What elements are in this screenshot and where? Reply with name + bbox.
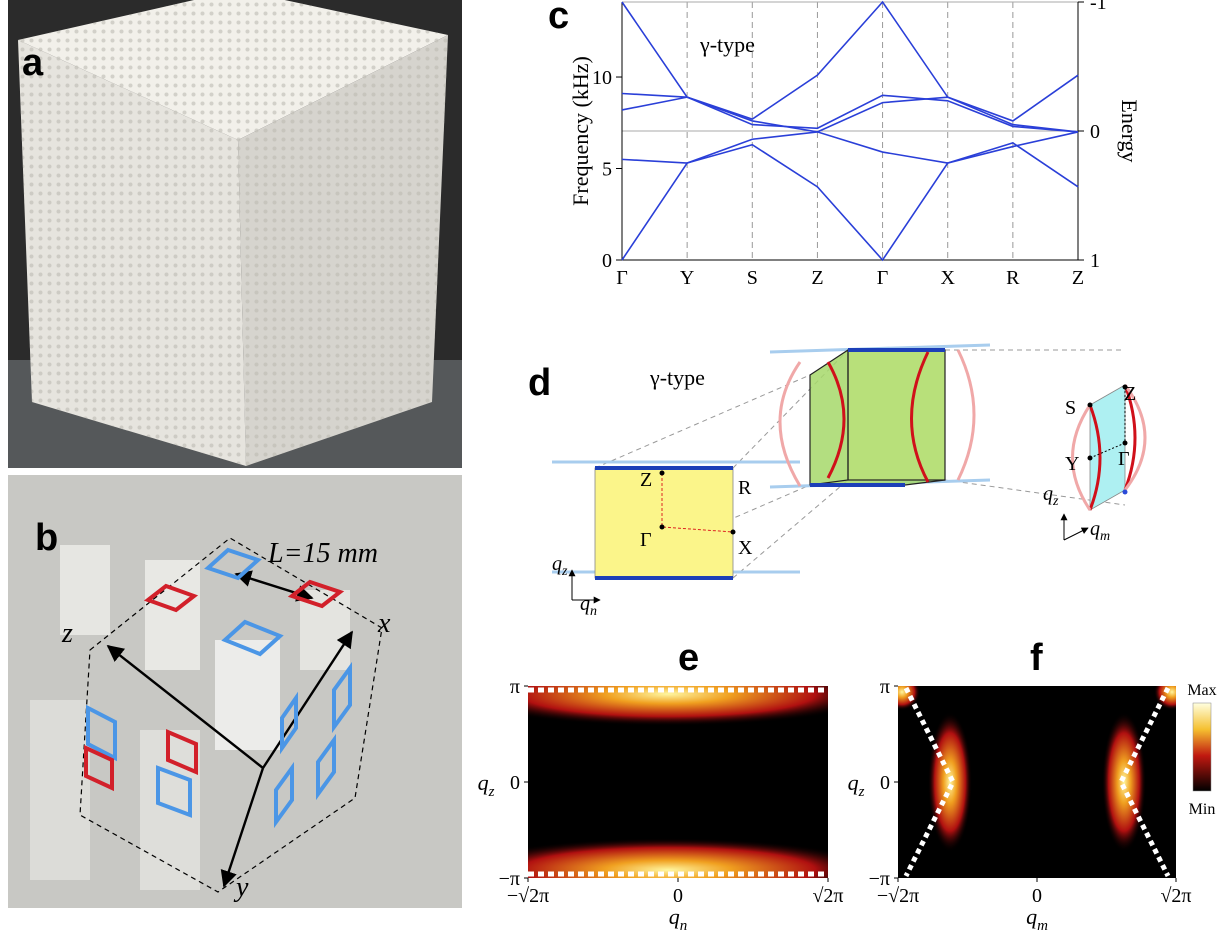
axis-symbol: q — [552, 553, 562, 575]
axis-subscript: z — [561, 564, 568, 579]
axis-label: qz — [478, 770, 495, 800]
point-label: X — [738, 537, 753, 559]
axis-label: qz — [1043, 483, 1059, 509]
diagram-title: γ-type — [649, 365, 705, 390]
x-tick-label: S — [747, 267, 758, 289]
band-line — [622, 132, 1078, 163]
heatmap-image — [884, 674, 1190, 878]
diagram-d-circle — [660, 525, 665, 530]
diagram-d-circle — [731, 530, 736, 535]
y-tick-label: 5 — [602, 159, 612, 181]
axis-symbol: q — [580, 593, 590, 615]
diagram-d-line — [1064, 528, 1088, 540]
axis-label: x — [377, 608, 391, 639]
diagram-d: d γ-type Z R Γ X qz qn S Z Y Γ qz qm — [528, 345, 1145, 619]
point-label: S — [1065, 397, 1076, 419]
figure: a b L=15 mm z x y d γ-type — [0, 0, 1220, 936]
axis-subscript: n — [590, 604, 597, 619]
diagram-d-rect — [848, 350, 945, 480]
axis-subscript: z — [1052, 494, 1059, 509]
x-tick-label: R — [1006, 267, 1020, 289]
diagram-d-circle — [1123, 490, 1128, 495]
y2-tick-label: 1 — [1090, 250, 1100, 272]
colorbar — [1193, 703, 1211, 791]
axis-label: qz — [848, 770, 865, 800]
heatmap-glow — [928, 712, 972, 852]
y-tick-label: −π — [869, 868, 890, 890]
diagram-d-rect — [595, 468, 733, 578]
axis-symbol: q — [669, 904, 680, 929]
annotation: γ-type — [699, 32, 755, 57]
y-tick-label: π — [880, 676, 890, 698]
panel-label: d — [528, 362, 551, 404]
photo-b-rect — [145, 560, 200, 670]
y-tick-label: π — [510, 676, 520, 698]
heatmap-glow — [458, 662, 878, 726]
band-line — [622, 93, 1078, 131]
panel-label: b — [35, 517, 58, 559]
axis-label: y — [233, 872, 249, 903]
axis-subscript: z — [488, 784, 495, 800]
panel-label: a — [22, 42, 44, 84]
y-tick-label: 10 — [592, 67, 612, 89]
y-tick-label: −π — [499, 868, 520, 890]
axis-subscript: m — [1037, 918, 1048, 934]
x-tick-label: Z — [1072, 267, 1084, 289]
axis-symbol: q — [478, 770, 489, 795]
axis-subscript: z — [858, 784, 865, 800]
axis-symbol: q — [1090, 518, 1100, 540]
y2-axis-label: Energy — [1117, 99, 1142, 162]
axis-label: qn — [669, 904, 688, 934]
diagram-d-circle — [660, 471, 665, 476]
panel-label: e — [678, 637, 699, 679]
axis-symbol: q — [1026, 904, 1037, 929]
x-tick-label: X — [940, 267, 955, 289]
diagram-d-circle — [1123, 441, 1128, 446]
x-tick-label: √2π — [1160, 885, 1191, 907]
diagram-d-circle — [1088, 403, 1093, 408]
colorbar-label: Min — [1189, 801, 1216, 818]
axis-symbol: q — [1043, 483, 1053, 505]
heatmap-glow — [1102, 712, 1146, 852]
axis-label: qz — [552, 553, 568, 579]
dimension-label: L=15 mm — [267, 538, 378, 569]
x-tick-label: Z — [811, 267, 823, 289]
point-label: R — [738, 477, 752, 499]
axis-label: qn — [580, 593, 597, 619]
y2-tick-label: 0 — [1090, 121, 1100, 143]
panel-label: c — [548, 0, 569, 37]
x-tick-label: √2π — [812, 885, 843, 907]
axis-subscript: m — [1100, 529, 1110, 544]
panel-label: f — [1030, 637, 1043, 679]
axis-label: z — [61, 618, 73, 649]
band-line — [622, 143, 1078, 260]
x-tick-label: Y — [680, 267, 694, 289]
x-tick-label: Γ — [877, 267, 889, 289]
point-label: Γ — [1118, 448, 1130, 470]
diagram-d-path — [958, 350, 974, 480]
y-tick-label: 0 — [510, 772, 520, 794]
page: a b L=15 mm z x y d γ-type — [0, 0, 1220, 936]
y-axis-label: Frequency (kHz) — [568, 56, 593, 206]
colorbar-label: Max — [1187, 682, 1216, 699]
band-line — [622, 97, 1078, 132]
photo-b-rect — [215, 640, 280, 750]
band-line — [622, 2, 1078, 121]
photo-b: b L=15 mm z x y — [8, 475, 462, 908]
point-label: Y — [1065, 453, 1079, 475]
point-label: Z — [1124, 383, 1136, 405]
axis-label: qm — [1090, 518, 1110, 544]
point-label: Γ — [640, 529, 652, 551]
photo-a: a — [8, 0, 462, 468]
y-tick-label: 0 — [880, 772, 890, 794]
axis-symbol: q — [848, 770, 859, 795]
diagram-d-circle — [1088, 456, 1093, 461]
x-tick-label: Γ — [616, 267, 628, 289]
axis-subscript: n — [680, 918, 688, 934]
y-tick-label: 0 — [602, 250, 612, 272]
y2-tick-label: -1 — [1090, 0, 1107, 14]
axis-label: qm — [1026, 904, 1048, 934]
point-label: Z — [640, 469, 652, 491]
heatmap-image — [458, 662, 878, 902]
